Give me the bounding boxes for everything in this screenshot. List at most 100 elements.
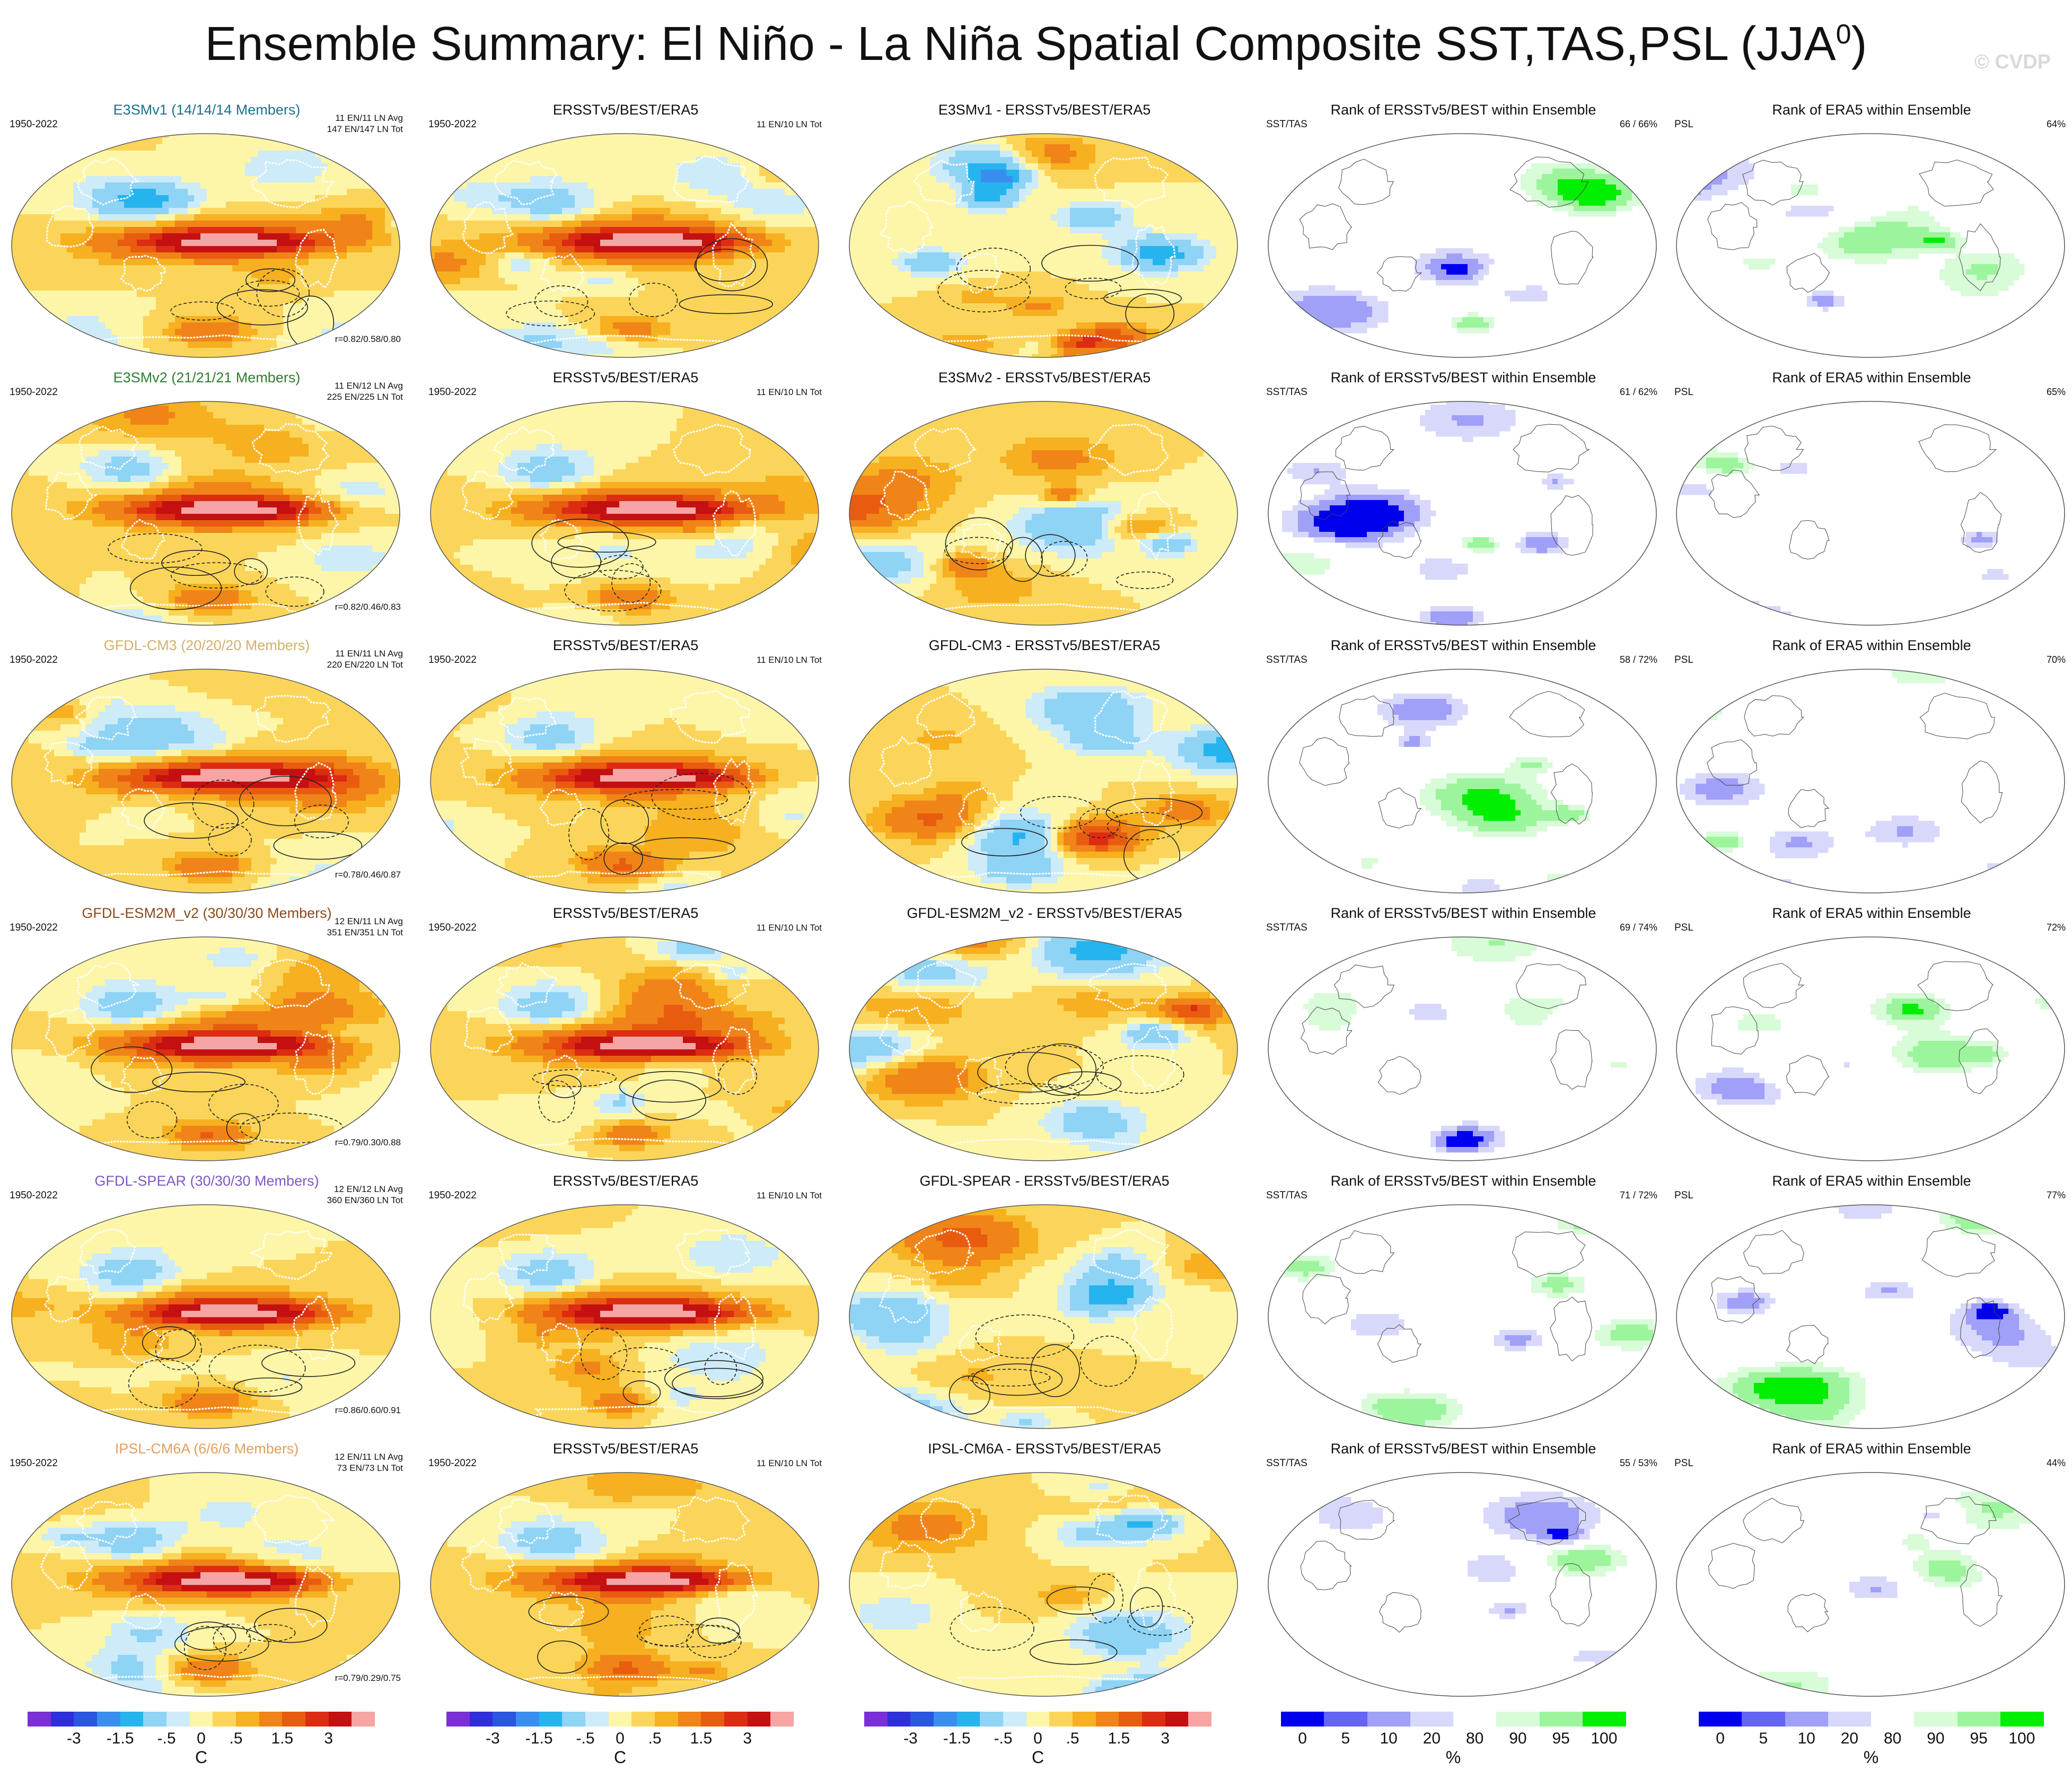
rank-title: Rank of ERA5 within Ensemble	[1665, 1440, 2072, 1458]
map-container	[10, 1470, 402, 1698]
rank-percentage: 70%	[2047, 654, 2066, 665]
map-container	[847, 1203, 1240, 1431]
diff-map	[849, 133, 1238, 358]
rank-map	[1268, 133, 1657, 358]
colorbar-segment	[1324, 1712, 1367, 1727]
rank-title: Rank of ERSSTv5/BEST within Ensemble	[1257, 369, 1670, 387]
map-container	[428, 935, 821, 1163]
colorbar-segment	[74, 1712, 98, 1727]
colorbar-tick-label: 100	[1591, 1730, 1617, 1748]
colorbar-tick-label: 20	[1841, 1730, 1858, 1748]
panel-row: E3SMv1 (14/14/14 Members) 1950-2022 11 EN/…	[0, 101, 2072, 369]
pattern-correlation: r=0.86/0.60/0.91	[335, 1405, 401, 1416]
rank-map	[1268, 1204, 1657, 1429]
colorbar-tick-label: -1.5	[943, 1730, 971, 1748]
diff-map	[849, 1204, 1238, 1429]
temperature-field	[431, 937, 819, 1161]
colorbar-segment	[259, 1712, 283, 1727]
panel-row: GFDL-ESM2M_v2 (30/30/30 Members) 1950-202…	[0, 904, 2072, 1172]
colorbar-segment	[1699, 1712, 1742, 1727]
obs-panel: ERSSTv5/BEST/ERA5 1950-2022 11 EN/10 LN To…	[419, 101, 832, 369]
diff-map	[849, 401, 1238, 626]
map-container	[1266, 667, 1658, 895]
colorbar-segment	[1049, 1712, 1073, 1727]
colorbar-tick-label: -1.5	[107, 1730, 134, 1748]
temperature-field	[431, 401, 819, 625]
variable-tag: SST/TAS	[1266, 654, 1307, 666]
period-label: 1950-2022	[10, 1458, 58, 1469]
colorbar-segment	[1582, 1712, 1626, 1727]
colorbar-tick-label: 80	[1466, 1730, 1483, 1748]
temperature-field	[12, 937, 400, 1161]
rank-map	[1268, 1472, 1657, 1697]
period-label: 1950-2022	[10, 387, 58, 398]
colorbar-segment	[864, 1712, 888, 1727]
model-title: GFDL-ESM2M_v2 (30/30/30 Members)	[0, 904, 414, 922]
rank-title: Rank of ERSSTv5/BEST within Ensemble	[1257, 904, 1670, 922]
obs-panel: ERSSTv5/BEST/ERA5 1950-2022 11 EN/10 LN To…	[419, 369, 832, 636]
colorbar-segment	[956, 1712, 980, 1727]
colorbar-tick-label: 1.5	[690, 1730, 712, 1748]
colorbar-segment	[1188, 1712, 1212, 1727]
rank-colorbar: 0 5 10 20 80 90 95 100%	[1281, 1712, 1626, 1770]
colorbar-tick-label: 90	[1927, 1730, 1944, 1748]
obs-title: ERSSTv5/BEST/ERA5	[419, 904, 832, 922]
rank-percentage: 58 / 72%	[1620, 654, 1657, 665]
colorbar-segment	[446, 1712, 470, 1727]
colorbar-segment	[1367, 1712, 1411, 1727]
colorbar-segment	[305, 1712, 329, 1727]
rank-percentage: 64%	[2047, 119, 2066, 130]
colorbar-segment	[50, 1712, 74, 1727]
map-container	[1266, 1470, 1658, 1698]
rank-sst-panel: Rank of ERSSTv5/BEST within Ensemble SST/…	[1257, 101, 1670, 369]
rank-psl-panel: Rank of ERA5 within Ensemble PSL 72%	[1665, 904, 2072, 1172]
map-container	[428, 667, 821, 895]
event-count: 11 EN/12 LN Avg 225 EN/225 LN Tot	[327, 380, 403, 402]
colorbar-segment	[1410, 1712, 1454, 1727]
pattern-correlation: r=0.79/0.29/0.75	[335, 1673, 401, 1684]
map-container	[1266, 399, 1658, 627]
model-map	[11, 1472, 400, 1697]
colorbar-segment	[585, 1712, 609, 1727]
rank-percentage: 61 / 62%	[1620, 387, 1657, 398]
map-container	[847, 935, 1240, 1163]
model-map	[11, 936, 400, 1161]
colorbar-tick-label: 0	[1716, 1730, 1725, 1748]
diff-title: GFDL-CM3 - ERSSTv5/BEST/ERA5	[838, 636, 1251, 654]
rank-title: Rank of ERSSTv5/BEST within Ensemble	[1257, 636, 1670, 654]
title-text: Ensemble Summary: El Niño - La Niña Spat…	[205, 17, 1836, 71]
obs-panel: ERSSTv5/BEST/ERA5 1950-2022 11 EN/10 LN To…	[419, 904, 832, 1172]
colorbar-tick-label: -3	[67, 1730, 81, 1748]
rank-map	[1676, 669, 2065, 893]
colorbar-segment	[213, 1712, 236, 1727]
model-panel: E3SMv2 (21/21/21 Members) 1950-2022 11 EN/…	[0, 369, 414, 636]
obs-panel: ERSSTv5/BEST/ERA5 1950-2022 11 EN/10 LN To…	[419, 1172, 832, 1440]
temperature-field	[431, 134, 819, 357]
colorbar-tick-label: -3	[903, 1730, 918, 1748]
rank-field	[1268, 937, 1656, 1161]
colorbar-segment	[493, 1712, 516, 1727]
colorbar-tick-label: 100	[2008, 1730, 2035, 1748]
rank-sst-panel: Rank of ERSSTv5/BEST within Ensemble SST/…	[1257, 904, 1670, 1172]
obs-title: ERSSTv5/BEST/ERA5	[419, 636, 832, 654]
diff-map	[849, 936, 1238, 1161]
colorbar-tick-label: 0	[1033, 1730, 1042, 1748]
rank-map	[1676, 1204, 2065, 1429]
colorbar-segment	[608, 1712, 632, 1727]
rank-psl-panel: Rank of ERA5 within Ensemble PSL 65%	[1665, 369, 2072, 636]
temperature-field	[431, 669, 819, 893]
event-count: 11 EN/10 LN Tot	[757, 1190, 822, 1201]
rank-title: Rank of ERA5 within Ensemble	[1665, 369, 2072, 387]
colorbar-segment	[28, 1712, 51, 1727]
panel-row: GFDL-CM3 (20/20/20 Members) 1950-2022 11 E…	[0, 636, 2072, 904]
rank-psl-panel: Rank of ERA5 within Ensemble PSL 64%	[1665, 101, 2072, 369]
diff-map	[849, 1472, 1238, 1697]
colorbar-unit: %	[1864, 1748, 1878, 1767]
panel-row: GFDL-SPEAR (30/30/30 Members) 1950-2022 12…	[0, 1172, 2072, 1440]
colorbar-unit: C	[1032, 1748, 1044, 1767]
rank-percentage: 55 / 53%	[1620, 1458, 1657, 1469]
rank-field	[1268, 134, 1656, 357]
map-container	[847, 399, 1240, 627]
colorbar-tick-label: -.5	[994, 1730, 1012, 1748]
rank-percentage: 77%	[2047, 1190, 2066, 1201]
